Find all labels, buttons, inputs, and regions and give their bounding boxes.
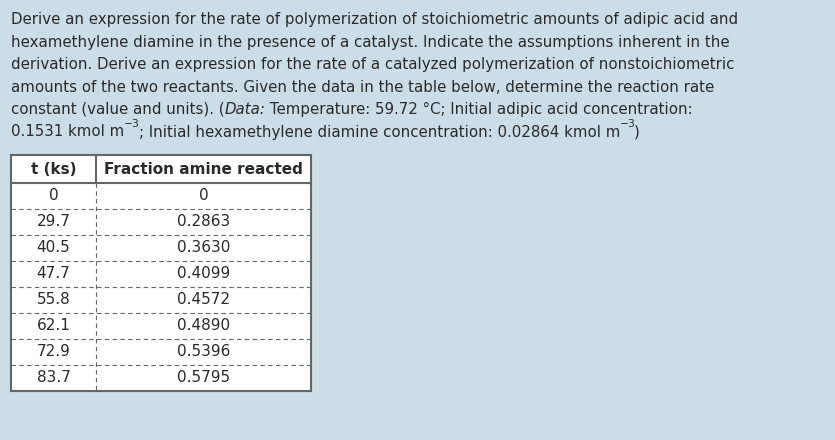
Bar	[11, 155, 311, 391]
Text: Temperature: 59.72 °C; Initial adipic acid concentration:: Temperature: 59.72 °C; Initial adipic ac…	[266, 102, 693, 117]
Text: 0: 0	[199, 188, 208, 203]
Text: 29.7: 29.7	[37, 214, 70, 230]
Text: 0.5396: 0.5396	[177, 345, 230, 359]
Text: t (ks): t (ks)	[31, 161, 76, 176]
Text: 0: 0	[48, 188, 58, 203]
Text: 83.7: 83.7	[37, 370, 70, 385]
Text: 0.2863: 0.2863	[177, 214, 230, 230]
Text: amounts of the two reactants. Given the data in the table below, determine the r: amounts of the two reactants. Given the …	[11, 80, 714, 95]
Text: −3: −3	[124, 119, 140, 129]
Text: ): )	[635, 125, 640, 139]
Text: −3: −3	[620, 119, 635, 129]
Text: 0.1531 kmol m: 0.1531 kmol m	[11, 125, 124, 139]
Text: constant (value and units). (: constant (value and units). (	[11, 102, 225, 117]
Text: derivation. Derive an expression for the rate of a catalyzed polymerization of n: derivation. Derive an expression for the…	[11, 57, 734, 72]
Text: 55.8: 55.8	[37, 293, 70, 308]
Text: 62.1: 62.1	[37, 319, 70, 334]
Text: 0.4572: 0.4572	[177, 293, 230, 308]
Text: 0.4099: 0.4099	[177, 267, 230, 282]
Text: hexamethylene diamine in the presence of a catalyst. Indicate the assumptions in: hexamethylene diamine in the presence of…	[11, 34, 730, 49]
Text: 0.5795: 0.5795	[177, 370, 230, 385]
Text: 0.3630: 0.3630	[177, 241, 230, 256]
Text: 72.9: 72.9	[37, 345, 70, 359]
Text: Fraction amine reacted: Fraction amine reacted	[104, 161, 303, 176]
Text: 40.5: 40.5	[37, 241, 70, 256]
Bar	[11, 155, 311, 391]
Text: 47.7: 47.7	[37, 267, 70, 282]
Text: Derive an expression for the rate of polymerization of stoichiometric amounts of: Derive an expression for the rate of pol…	[11, 12, 738, 27]
Text: 0.4890: 0.4890	[177, 319, 230, 334]
Text: ; Initial hexamethylene diamine concentration: 0.02864 kmol m: ; Initial hexamethylene diamine concentr…	[139, 125, 620, 139]
Text: Data:: Data:	[225, 102, 266, 117]
